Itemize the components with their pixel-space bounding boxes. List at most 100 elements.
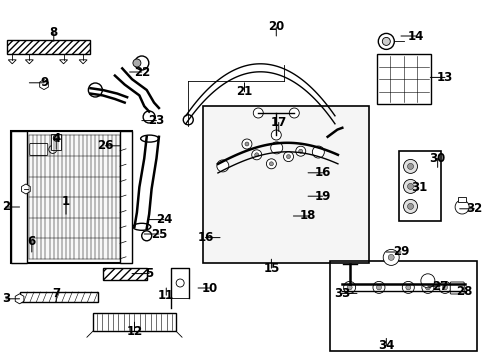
Text: 27: 27 <box>431 280 447 293</box>
Bar <box>7 40 90 54</box>
Circle shape <box>454 200 468 214</box>
Bar <box>120 131 132 263</box>
Text: 23: 23 <box>148 114 164 127</box>
Text: 28: 28 <box>455 285 472 298</box>
Text: 12: 12 <box>126 325 142 338</box>
Circle shape <box>53 135 59 141</box>
Circle shape <box>143 111 155 123</box>
Circle shape <box>119 138 130 150</box>
Circle shape <box>343 282 355 293</box>
Circle shape <box>49 145 57 153</box>
Circle shape <box>251 150 261 160</box>
Text: 8: 8 <box>50 26 58 39</box>
Circle shape <box>403 159 417 174</box>
Bar <box>51 134 61 150</box>
Text: 32: 32 <box>465 202 482 215</box>
Circle shape <box>244 142 248 146</box>
Circle shape <box>438 282 450 293</box>
Circle shape <box>378 33 393 49</box>
Circle shape <box>135 56 148 70</box>
Circle shape <box>295 146 305 156</box>
Circle shape <box>346 285 351 290</box>
Text: 21: 21 <box>236 85 252 98</box>
Ellipse shape <box>141 135 158 142</box>
FancyBboxPatch shape <box>449 282 463 294</box>
Text: 16: 16 <box>314 166 330 179</box>
Bar <box>11 131 132 263</box>
Circle shape <box>270 142 282 154</box>
Polygon shape <box>60 60 67 64</box>
Circle shape <box>407 203 413 210</box>
Text: 19: 19 <box>314 190 330 203</box>
Circle shape <box>269 162 273 166</box>
Circle shape <box>442 285 447 290</box>
Text: 4: 4 <box>52 132 60 145</box>
Bar <box>203 106 368 263</box>
Circle shape <box>242 139 251 149</box>
Circle shape <box>420 274 434 288</box>
Circle shape <box>216 160 228 172</box>
Bar <box>102 267 146 280</box>
Text: 11: 11 <box>158 289 174 302</box>
Text: 22: 22 <box>133 66 150 78</box>
Circle shape <box>328 115 338 125</box>
Text: 34: 34 <box>377 339 394 352</box>
Bar <box>20 292 98 302</box>
Text: 18: 18 <box>299 210 316 222</box>
Bar <box>376 54 429 104</box>
Text: 24: 24 <box>155 213 172 226</box>
Bar <box>457 197 465 202</box>
Text: 9: 9 <box>40 76 48 89</box>
Circle shape <box>403 179 417 193</box>
Text: 17: 17 <box>270 116 286 129</box>
Circle shape <box>142 231 151 241</box>
Circle shape <box>133 59 141 67</box>
Circle shape <box>88 83 102 97</box>
Text: 33: 33 <box>333 287 350 300</box>
FancyBboxPatch shape <box>30 143 48 156</box>
Text: 25: 25 <box>150 228 167 240</box>
Circle shape <box>176 279 184 287</box>
Circle shape <box>402 282 413 293</box>
Text: 26: 26 <box>97 139 113 152</box>
Text: 16: 16 <box>197 231 213 244</box>
Circle shape <box>298 149 302 153</box>
Text: 14: 14 <box>407 30 423 42</box>
Text: 31: 31 <box>410 181 427 194</box>
Circle shape <box>286 154 290 159</box>
Circle shape <box>383 249 398 265</box>
Ellipse shape <box>133 223 150 230</box>
Circle shape <box>372 282 384 293</box>
Text: 30: 30 <box>428 152 445 165</box>
Circle shape <box>405 285 410 290</box>
Bar <box>329 261 476 351</box>
Text: 7: 7 <box>52 287 60 300</box>
Circle shape <box>387 255 393 260</box>
Text: 10: 10 <box>202 282 218 294</box>
Circle shape <box>283 152 293 162</box>
Circle shape <box>253 108 263 118</box>
Bar <box>11 131 27 263</box>
Circle shape <box>312 146 324 158</box>
Text: 5: 5 <box>145 267 153 280</box>
Circle shape <box>425 285 429 290</box>
Text: 13: 13 <box>436 71 452 84</box>
Text: 29: 29 <box>392 246 408 258</box>
Circle shape <box>382 37 389 45</box>
Text: 2: 2 <box>2 201 10 213</box>
Polygon shape <box>79 60 87 64</box>
Circle shape <box>403 199 417 213</box>
Polygon shape <box>25 60 33 64</box>
Polygon shape <box>8 60 16 64</box>
Circle shape <box>407 183 413 189</box>
Text: 15: 15 <box>263 262 279 275</box>
Text: 1: 1 <box>62 195 70 208</box>
Circle shape <box>421 282 433 293</box>
Circle shape <box>376 285 381 290</box>
Circle shape <box>183 115 193 125</box>
Circle shape <box>254 153 258 157</box>
Circle shape <box>289 108 299 118</box>
Circle shape <box>407 163 413 170</box>
Circle shape <box>271 130 281 140</box>
Bar <box>93 313 176 331</box>
